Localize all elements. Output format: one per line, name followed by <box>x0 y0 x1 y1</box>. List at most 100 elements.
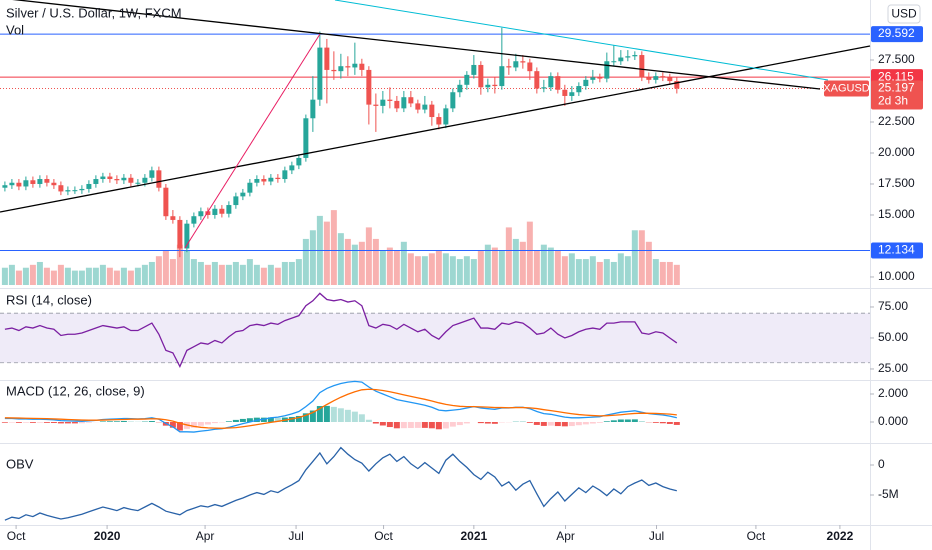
histogram-bar <box>36 422 43 423</box>
histogram-bar <box>274 417 281 422</box>
x-tick-label: Jul <box>649 529 664 543</box>
histogram-bar <box>344 409 351 422</box>
candle-body <box>443 108 449 125</box>
histogram-bar <box>365 419 372 422</box>
candle-body <box>177 219 183 249</box>
volume-bar <box>512 238 519 285</box>
candle-body <box>646 77 652 80</box>
candle-body <box>639 55 645 78</box>
candle-body <box>506 66 512 68</box>
candle-body <box>373 104 379 106</box>
y-tick-label: 27.500 <box>878 52 915 66</box>
volume-bar <box>673 264 680 285</box>
price-label: 26.115 <box>878 69 914 83</box>
histogram-bar <box>8 422 15 423</box>
candle-body <box>401 97 407 109</box>
volume-bar <box>43 267 50 285</box>
histogram-bar <box>225 421 232 422</box>
candle-body <box>492 84 498 87</box>
volume-bar <box>372 238 379 285</box>
volume-bar <box>533 250 540 285</box>
candle-body <box>408 97 414 104</box>
volume-bar <box>281 261 288 285</box>
macd-title: MACD (12, 26, close, 9) <box>6 383 145 398</box>
histogram-bar <box>57 422 64 424</box>
histogram-bar <box>428 422 435 429</box>
candle-body <box>548 76 554 88</box>
histogram-bar <box>323 405 330 422</box>
volume-title: Vol <box>6 22 24 37</box>
candle-body <box>555 76 561 90</box>
currency[interactable]: USD <box>891 7 917 21</box>
histogram-bar <box>246 418 253 422</box>
histogram-bar <box>421 422 428 428</box>
volume-bar <box>127 270 134 285</box>
volume-bar <box>365 227 372 285</box>
candle-body <box>310 99 316 119</box>
volume-bar <box>190 259 197 285</box>
volume-bar <box>225 264 232 285</box>
x-tick-label: 2020 <box>94 529 121 543</box>
candle-body <box>576 86 582 93</box>
candle-body <box>51 182 57 186</box>
histogram-bar <box>463 422 470 424</box>
volume-bar <box>470 259 477 285</box>
volume-bar <box>204 264 211 285</box>
line-series <box>4 388 677 429</box>
histogram-bar <box>386 422 393 428</box>
line-series <box>4 380 677 433</box>
histogram-bar <box>127 421 134 422</box>
candle-body <box>296 157 302 166</box>
candle-body <box>359 63 365 70</box>
histogram-bar <box>603 421 610 422</box>
candle-body <box>345 66 351 68</box>
candle-body <box>184 223 190 249</box>
histogram-bar <box>582 422 589 425</box>
volume-bar <box>288 261 295 285</box>
histogram-bar <box>596 422 603 423</box>
volume-bar <box>169 259 176 285</box>
candle-body <box>240 192 246 197</box>
currency-box[interactable] <box>887 4 921 24</box>
histogram-bar <box>617 419 624 422</box>
histogram-bar <box>400 422 407 429</box>
candle-body <box>289 165 295 171</box>
x-tick-label: Oct <box>7 529 26 543</box>
candle-body <box>247 182 253 193</box>
candle-body <box>275 177 281 180</box>
histogram-bar <box>1 422 8 423</box>
volume-bar <box>120 267 127 285</box>
candle-body <box>37 179 43 184</box>
volume-bar <box>267 264 274 285</box>
candle-body <box>44 179 50 183</box>
candle-body <box>415 103 421 110</box>
chart-title: Silver / U.S. Dollar, 1W, FXCM <box>6 5 182 20</box>
candle-body <box>338 66 344 72</box>
volume-bar <box>442 253 449 285</box>
volume-bar <box>456 259 463 285</box>
x-tick-label: 2021 <box>460 529 487 543</box>
candle-body <box>352 63 358 68</box>
candle-body <box>653 76 659 80</box>
price-label-box <box>871 26 923 43</box>
candle-body <box>205 211 211 215</box>
candle-body <box>254 179 260 183</box>
volume-bar <box>57 264 64 285</box>
trend-line <box>184 33 321 249</box>
histogram-bar <box>456 422 463 426</box>
candle-body <box>261 179 267 182</box>
histogram-bar <box>491 422 498 424</box>
candle-body <box>422 104 428 110</box>
histogram-bar <box>295 415 302 422</box>
histogram-bar <box>148 421 155 422</box>
volume-bar <box>575 259 582 285</box>
histogram-bar <box>78 422 85 424</box>
volume-bar <box>15 270 22 285</box>
candle-body <box>625 56 631 58</box>
candle-body <box>79 188 85 191</box>
candle-body <box>478 64 484 88</box>
volume-bar <box>547 247 554 285</box>
candle-body <box>380 99 386 106</box>
volume-bar <box>302 238 309 285</box>
